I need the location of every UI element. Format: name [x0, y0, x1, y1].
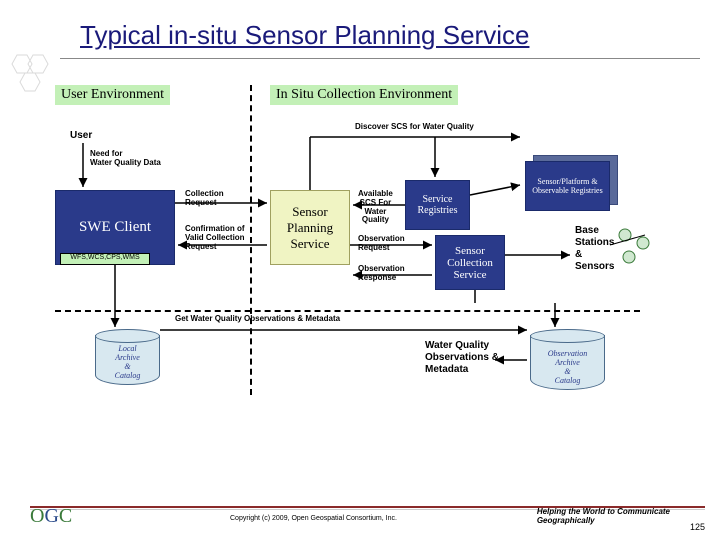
slide-title: Typical in-situ Sensor Planning Service [80, 20, 529, 51]
hex-decoration-icon [5, 50, 55, 100]
title-rule [60, 58, 700, 59]
ogc-logo: OGC [30, 505, 72, 528]
diagram-arrows [55, 85, 665, 415]
tagline-text: Helping the World to Communicate Geograp… [537, 508, 670, 526]
copyright-text: Copyright (c) 2009, Open Geospatial Cons… [230, 515, 397, 522]
page-number: 125 [690, 522, 705, 532]
footer: OGC Copyright (c) 2009, Open Geospatial … [0, 500, 720, 540]
architecture-diagram: User Environment In Situ Collection Envi… [55, 85, 665, 435]
slide: Typical in-situ Sensor Planning Service … [0, 0, 720, 540]
